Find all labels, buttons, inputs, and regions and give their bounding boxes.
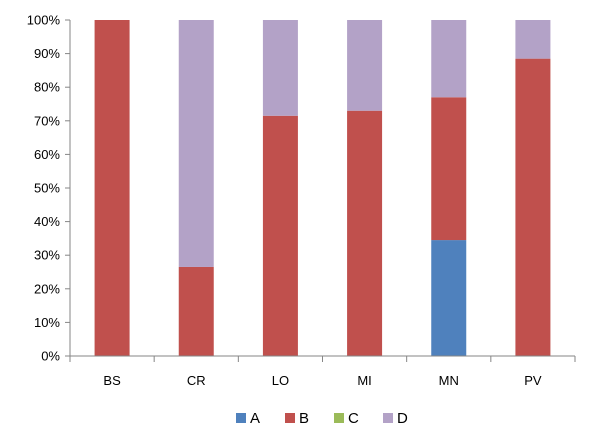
bars-layer: [94, 20, 551, 356]
bar-segment-mi-b: [347, 110, 383, 356]
y-tick-label: 0%: [41, 349, 60, 364]
y-tick-label: 60%: [34, 147, 60, 162]
y-tick-label: 20%: [34, 281, 60, 296]
y-tick-label: 50%: [34, 181, 60, 196]
legend-swatch-c: [334, 413, 344, 423]
x-tick-label: LO: [272, 373, 289, 388]
bar-segment-pv-b: [515, 58, 551, 356]
y-tick-label: 90%: [34, 46, 60, 61]
legend-label-d: D: [397, 410, 408, 427]
legend-label-a: A: [250, 410, 260, 427]
bar-segment-mn-b: [431, 97, 467, 241]
bar-segment-bs-b: [94, 20, 130, 356]
bar-segment-cr-d: [178, 20, 214, 267]
bar-segment-mn-a: [431, 240, 467, 356]
legend-label-c: C: [348, 410, 359, 427]
y-tick-label: 100%: [27, 13, 61, 28]
y-tick-label: 70%: [34, 113, 60, 128]
y-ticks-layer: 0% 10% 20% 30% 40% 50% 60% 70% 80% 90% 100%: [27, 13, 70, 364]
legend-label-b: B: [299, 410, 309, 427]
bar-segment-lo-b: [262, 115, 298, 356]
bar-segment-mn-d: [431, 20, 467, 98]
x-tick-label: MI: [357, 373, 371, 388]
y-tick-label: 40%: [34, 214, 60, 229]
bar-segment-lo-d: [262, 20, 298, 116]
legend: A B C D: [236, 410, 408, 427]
x-tick-label: CR: [187, 373, 206, 388]
legend-swatch-a: [236, 413, 246, 423]
bar-segment-cr-b: [178, 266, 214, 356]
legend-swatch-b: [285, 413, 295, 423]
bar-segment-mi-d: [347, 20, 383, 111]
x-ticks-layer: BS CR LO MI MN PV: [69, 356, 576, 388]
bar-segment-pv-d: [515, 20, 551, 59]
legend-swatch-d: [383, 413, 393, 423]
x-tick-label: PV: [524, 373, 542, 388]
x-tick-label: MN: [439, 373, 459, 388]
y-tick-label: 30%: [34, 248, 60, 263]
y-tick-label: 80%: [34, 80, 60, 95]
y-tick-label: 10%: [34, 315, 60, 330]
x-tick-label: BS: [103, 373, 121, 388]
